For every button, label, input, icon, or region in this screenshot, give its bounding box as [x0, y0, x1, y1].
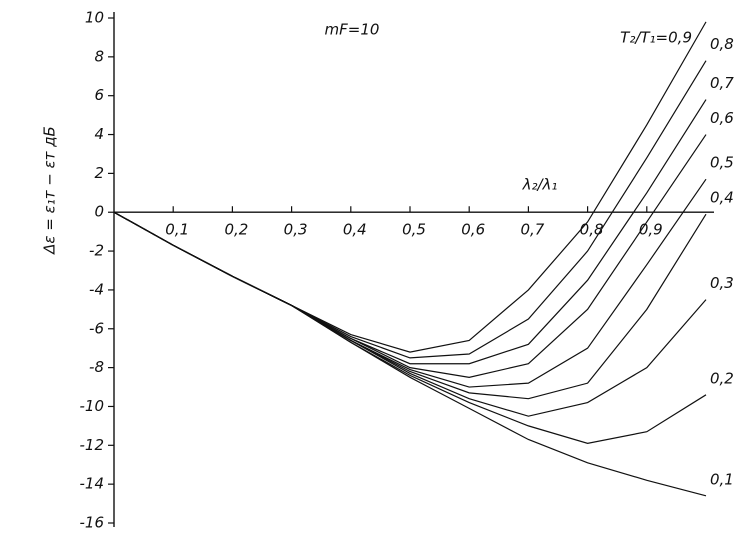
curve	[113, 211, 707, 444]
x-tick-label: 0,2	[224, 221, 248, 239]
curve	[113, 211, 707, 417]
x-axis-label: λ₂/λ₁	[522, 176, 558, 194]
x-tick-label: 0,1	[165, 221, 189, 239]
y-tick-label: -8	[89, 358, 104, 376]
x-tick-label: 0,5	[402, 221, 426, 239]
legend-label: 0,6	[710, 109, 734, 127]
y-tick-label: -4	[89, 280, 104, 298]
legend-label: 0,3	[710, 274, 734, 292]
y-axis-label: Δε = ε₁т − εт дБ	[41, 126, 59, 255]
x-tick-label: 0,8	[580, 221, 604, 239]
y-tick-label: -16	[80, 514, 105, 532]
legend-label: 0,2	[710, 369, 734, 387]
x-tick-label: 0,4	[343, 221, 367, 239]
y-tick-label: 2	[94, 164, 104, 182]
x-tick-label: 0,7	[520, 221, 544, 239]
y-tick-label: -6	[89, 319, 104, 337]
y-tick-label: 0	[94, 203, 104, 221]
curve	[113, 134, 707, 378]
legend-label: 0,1	[710, 470, 734, 488]
y-tick-label: 10	[85, 9, 104, 27]
x-tick-label: 0,6	[461, 221, 485, 239]
y-tick-label: -2	[89, 242, 104, 260]
y-tick-label: 4	[94, 125, 104, 143]
x-tick-label: 0,3	[284, 221, 308, 239]
y-tick-label: 6	[94, 86, 104, 104]
y-tick-label: -12	[80, 436, 105, 454]
y-tick-label: 8	[94, 47, 104, 65]
curve	[113, 211, 707, 497]
legend-label: 0,5	[710, 154, 734, 172]
x-tick-label: 0,9	[639, 221, 663, 239]
legend-label: 0,8	[710, 35, 734, 53]
curve	[113, 21, 707, 353]
legend-label: 0,7	[710, 74, 734, 92]
legend-label: T₂/T₁=0,9	[620, 28, 692, 46]
legend-label: 0,4	[710, 189, 734, 207]
y-tick-label: -10	[80, 397, 105, 415]
annotation: mF=10	[325, 21, 380, 39]
y-tick-label: -14	[80, 475, 105, 493]
